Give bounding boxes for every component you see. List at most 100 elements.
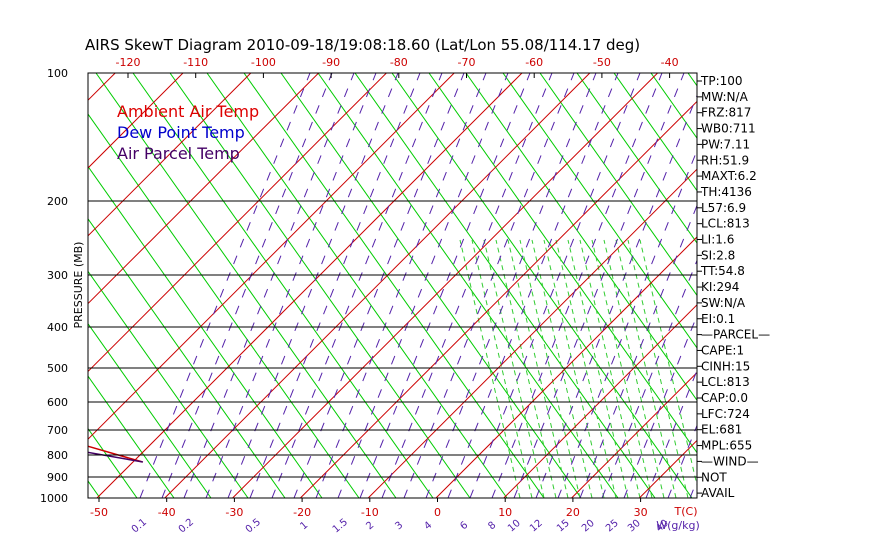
bottom-tick-label: 20 xyxy=(566,506,580,519)
dry-adiabat xyxy=(354,73,656,498)
index-label: PW:7.11 xyxy=(701,137,750,151)
mixing-ratio-label: 15 xyxy=(555,518,572,535)
isotherm xyxy=(843,73,870,498)
mixing-ratio-line xyxy=(249,73,421,498)
isotherm xyxy=(571,371,697,498)
index-label: EL:681 xyxy=(701,423,742,437)
isotherm xyxy=(0,73,47,498)
x-unit-label: T(C) xyxy=(674,505,698,518)
index-label: MPL:655 xyxy=(701,439,752,453)
bottom-tick-label: -10 xyxy=(361,506,379,519)
mixing-ratio-line xyxy=(271,73,443,498)
index-label: —WIND— xyxy=(701,454,759,468)
dry-adiabat xyxy=(836,73,870,498)
dry-adiabat xyxy=(502,73,697,349)
bottom-tick-label: 30 xyxy=(634,506,648,519)
dry-adiabat xyxy=(169,73,471,498)
index-label: CINH:15 xyxy=(701,359,750,373)
moist-adiabat xyxy=(495,239,557,498)
index-label: TP:100 xyxy=(700,74,743,88)
mixing-ratio-line xyxy=(381,73,553,498)
isotherm xyxy=(639,439,697,498)
mixing-ratio-label: 10 xyxy=(506,518,523,535)
mixing-ratio-label: 3 xyxy=(393,520,405,533)
mixing-ratio-line xyxy=(579,204,697,498)
legend-entry: Dew Point Temp xyxy=(117,123,245,142)
bottom-tick-label: -20 xyxy=(293,506,311,519)
index-label: —PARCEL— xyxy=(701,328,770,342)
bottom-tick-label: 10 xyxy=(498,506,512,519)
mixing-ratio-line xyxy=(315,73,487,498)
mixing-ratio-label: 30 xyxy=(626,518,643,535)
dry-adiabat xyxy=(799,73,870,498)
top-tick-label: -70 xyxy=(458,56,476,69)
mixing-ratio-label: 12 xyxy=(528,518,545,535)
index-label: NOT xyxy=(701,470,727,484)
pressure-tick-label: 900 xyxy=(47,471,68,484)
index-label: EI:0.1 xyxy=(701,312,735,326)
mixing-unit-label: W(g/kg) xyxy=(656,519,700,532)
dry-adiabat xyxy=(132,73,434,498)
pressure-tick-label: 1000 xyxy=(40,492,68,505)
dry-adiabat xyxy=(95,73,397,498)
index-label: AVAIL xyxy=(701,486,735,500)
moist-adiabat xyxy=(591,239,653,498)
index-label: CAP:0.0 xyxy=(701,391,748,405)
index-label: FRZ:817 xyxy=(701,106,751,120)
y-axis-label: PRESSURE (MB) xyxy=(72,242,85,329)
mixing-ratio-line xyxy=(469,73,641,498)
index-label: SI:2.8 xyxy=(701,248,735,262)
mixing-ratio-label: 1 xyxy=(298,520,310,533)
series-point xyxy=(28,429,30,431)
isotherm xyxy=(300,100,697,498)
dry-adiabat xyxy=(243,73,545,498)
mixing-ratio-line xyxy=(778,73,870,498)
mixing-ratio-line xyxy=(293,73,465,498)
legend-entry: Air Parcel Temp xyxy=(117,144,240,163)
moist-adiabat xyxy=(555,239,617,498)
series-point xyxy=(76,449,78,451)
mixing-ratio-line xyxy=(139,73,311,498)
pressure-tick-label: 700 xyxy=(47,424,68,437)
dry-adiabat xyxy=(88,113,360,498)
pressure-tick-label: 500 xyxy=(47,362,68,375)
series-point xyxy=(141,461,144,463)
dry-adiabat xyxy=(317,73,619,498)
index-label: LI:1.6 xyxy=(701,233,734,247)
mixing-ratio-line xyxy=(337,73,509,498)
mixing-ratio-label: 0.5 xyxy=(244,517,263,536)
top-tick-label: -60 xyxy=(525,56,543,69)
mixing-ratio-line xyxy=(491,73,663,498)
series-point xyxy=(84,445,86,447)
index-label: LFC:724 xyxy=(701,407,750,421)
dry-adiabat xyxy=(613,73,697,192)
index-label: RH:51.9 xyxy=(701,153,749,167)
moist-adiabat xyxy=(483,239,545,498)
isotherm xyxy=(503,304,697,498)
index-label: SW:N/A xyxy=(701,296,746,310)
moist-adiabat xyxy=(459,239,521,498)
index-label: L57:6.9 xyxy=(701,201,746,215)
dry-adiabat xyxy=(762,73,870,498)
dry-adiabat xyxy=(391,73,693,498)
index-label: TT:54.8 xyxy=(700,264,745,278)
isotherm xyxy=(775,73,870,498)
moist-adiabat xyxy=(567,239,629,498)
top-tick-label: -50 xyxy=(593,56,611,69)
mixing-ratio-line xyxy=(734,73,870,498)
moist-adiabat xyxy=(579,239,641,498)
bottom-tick-label: -50 xyxy=(90,506,108,519)
mixing-ratio-line xyxy=(425,73,597,498)
mixing-ratio-label: 2 xyxy=(364,520,376,533)
dry-adiabat xyxy=(0,73,26,498)
index-label: LCL:813 xyxy=(701,217,750,231)
mixing-ratio-line xyxy=(645,369,697,498)
mixing-ratio-label: 25 xyxy=(604,518,621,535)
mixing-ratio-line xyxy=(227,73,399,498)
mixing-ratio-line xyxy=(359,73,531,498)
isotherm xyxy=(435,236,697,498)
mixing-ratio-line xyxy=(535,94,697,498)
mixing-ratio-label: 6 xyxy=(458,520,470,533)
isotherm xyxy=(88,73,252,237)
